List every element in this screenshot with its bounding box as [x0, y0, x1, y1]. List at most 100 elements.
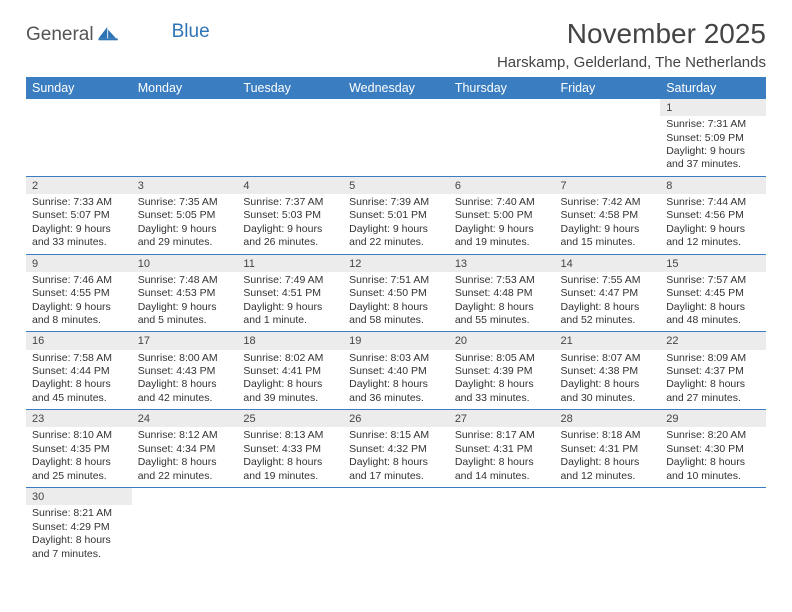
weekday-header: Saturday: [660, 77, 766, 99]
sunrise-line: Sunrise: 8:00 AM: [138, 352, 232, 365]
weekday-header: Sunday: [26, 77, 132, 99]
sunset-line: Sunset: 5:07 PM: [32, 209, 126, 222]
sunset-line: Sunset: 4:58 PM: [561, 209, 655, 222]
day-detail-cell: Sunrise: 7:37 AMSunset: 5:03 PMDaylight:…: [237, 194, 343, 254]
day-detail-cell: [555, 116, 661, 176]
sunrise-line: Sunrise: 8:02 AM: [243, 352, 337, 365]
detail-row: Sunrise: 7:58 AMSunset: 4:44 PMDaylight:…: [26, 350, 766, 410]
sunset-line: Sunset: 5:03 PM: [243, 209, 337, 222]
daylight-line-2: and 14 minutes.: [455, 470, 549, 483]
daylight-line-1: Daylight: 8 hours: [32, 534, 126, 547]
daylight-line-2: and 58 minutes.: [349, 314, 443, 327]
day-detail-cell: [555, 505, 661, 565]
sunset-line: Sunset: 4:47 PM: [561, 287, 655, 300]
daylight-line-2: and 55 minutes.: [455, 314, 549, 327]
day-detail-cell: Sunrise: 8:17 AMSunset: 4:31 PMDaylight:…: [449, 427, 555, 487]
day-detail-cell: Sunrise: 7:33 AMSunset: 5:07 PMDaylight:…: [26, 194, 132, 254]
daynum-row: 23242526272829: [26, 410, 766, 428]
daynum-row: 30: [26, 488, 766, 506]
daylight-line-2: and 30 minutes.: [561, 392, 655, 405]
day-detail-cell: Sunrise: 8:09 AMSunset: 4:37 PMDaylight:…: [660, 350, 766, 410]
sunset-line: Sunset: 4:41 PM: [243, 365, 337, 378]
sunset-line: Sunset: 5:09 PM: [666, 132, 760, 145]
sunrise-line: Sunrise: 8:03 AM: [349, 352, 443, 365]
day-number-cell: 30: [26, 488, 132, 506]
daylight-line-1: Daylight: 8 hours: [455, 456, 549, 469]
daylight-line-1: Daylight: 9 hours: [32, 301, 126, 314]
sunrise-line: Sunrise: 8:21 AM: [32, 507, 126, 520]
day-number-cell: 7: [555, 176, 661, 194]
day-detail-cell: [449, 116, 555, 176]
day-number-cell: 5: [343, 176, 449, 194]
day-detail-cell: Sunrise: 7:35 AMSunset: 5:05 PMDaylight:…: [132, 194, 238, 254]
day-detail-cell: Sunrise: 8:07 AMSunset: 4:38 PMDaylight:…: [555, 350, 661, 410]
sunrise-line: Sunrise: 7:39 AM: [349, 196, 443, 209]
sunset-line: Sunset: 4:30 PM: [666, 443, 760, 456]
day-number-cell: 13: [449, 254, 555, 272]
day-number-cell: [132, 488, 238, 506]
day-number-cell: 29: [660, 410, 766, 428]
day-detail-cell: Sunrise: 8:05 AMSunset: 4:39 PMDaylight:…: [449, 350, 555, 410]
day-number-cell: 12: [343, 254, 449, 272]
daylight-line-1: Daylight: 9 hours: [349, 223, 443, 236]
day-detail-cell: Sunrise: 7:39 AMSunset: 5:01 PMDaylight:…: [343, 194, 449, 254]
daylight-line-2: and 39 minutes.: [243, 392, 337, 405]
day-detail-cell: Sunrise: 7:51 AMSunset: 4:50 PMDaylight:…: [343, 272, 449, 332]
sunrise-line: Sunrise: 8:10 AM: [32, 429, 126, 442]
daylight-line-2: and 36 minutes.: [349, 392, 443, 405]
daylight-line-1: Daylight: 9 hours: [666, 223, 760, 236]
sunrise-line: Sunrise: 8:17 AM: [455, 429, 549, 442]
day-number-cell: [555, 488, 661, 506]
daylight-line-2: and 52 minutes.: [561, 314, 655, 327]
day-detail-cell: [26, 116, 132, 176]
daynum-row: 9101112131415: [26, 254, 766, 272]
day-number-cell: [660, 488, 766, 506]
daylight-line-2: and 12 minutes.: [561, 470, 655, 483]
daylight-line-1: Daylight: 9 hours: [243, 301, 337, 314]
day-number-cell: 11: [237, 254, 343, 272]
day-number-cell: 3: [132, 176, 238, 194]
sunrise-line: Sunrise: 7:55 AM: [561, 274, 655, 287]
sunrise-line: Sunrise: 7:31 AM: [666, 118, 760, 131]
day-number-cell: 10: [132, 254, 238, 272]
sunset-line: Sunset: 4:32 PM: [349, 443, 443, 456]
sunset-line: Sunset: 4:33 PM: [243, 443, 337, 456]
day-number-cell: 2: [26, 176, 132, 194]
daylight-line-2: and 33 minutes.: [455, 392, 549, 405]
sunrise-line: Sunrise: 7:33 AM: [32, 196, 126, 209]
day-number-cell: 23: [26, 410, 132, 428]
daylight-line-1: Daylight: 8 hours: [349, 456, 443, 469]
day-detail-cell: [132, 116, 238, 176]
sunrise-line: Sunrise: 8:20 AM: [666, 429, 760, 442]
sunrise-line: Sunrise: 7:44 AM: [666, 196, 760, 209]
day-number-cell: 28: [555, 410, 661, 428]
day-number-cell: [449, 99, 555, 116]
day-detail-cell: Sunrise: 8:12 AMSunset: 4:34 PMDaylight:…: [132, 427, 238, 487]
day-detail-cell: [449, 505, 555, 565]
daylight-line-1: Daylight: 9 hours: [455, 223, 549, 236]
calendar-body: 1Sunrise: 7:31 AMSunset: 5:09 PMDaylight…: [26, 99, 766, 565]
day-number-cell: 21: [555, 332, 661, 350]
daylight-line-1: Daylight: 8 hours: [666, 456, 760, 469]
sunset-line: Sunset: 5:00 PM: [455, 209, 549, 222]
daylight-line-1: Daylight: 8 hours: [561, 301, 655, 314]
daylight-line-1: Daylight: 8 hours: [349, 378, 443, 391]
day-number-cell: [237, 488, 343, 506]
detail-row: Sunrise: 7:33 AMSunset: 5:07 PM Daylight:…: [26, 194, 766, 254]
day-number-cell: 14: [555, 254, 661, 272]
day-detail-cell: Sunrise: 7:44 AMSunset: 4:56 PMDaylight:…: [660, 194, 766, 254]
sunset-line: Sunset: 4:31 PM: [455, 443, 549, 456]
daylight-line-2: and 10 minutes.: [666, 470, 760, 483]
detail-row: Sunrise: 7:46 AMSunset: 4:55 PMDaylight:…: [26, 272, 766, 332]
sunset-line: Sunset: 4:40 PM: [349, 365, 443, 378]
daylight-line-2: and 25 minutes.: [32, 470, 126, 483]
sunset-line: Sunset: 4:37 PM: [666, 365, 760, 378]
weekday-header: Tuesday: [237, 77, 343, 99]
sunrise-line: Sunrise: 7:46 AM: [32, 274, 126, 287]
day-number-cell: [26, 99, 132, 116]
daylight-line-2: and 12 minutes.: [666, 236, 760, 249]
day-number-cell: 8: [660, 176, 766, 194]
day-number-cell: [237, 99, 343, 116]
day-detail-cell: Sunrise: 7:46 AMSunset: 4:55 PMDaylight:…: [26, 272, 132, 332]
sunrise-line: Sunrise: 8:12 AM: [138, 429, 232, 442]
